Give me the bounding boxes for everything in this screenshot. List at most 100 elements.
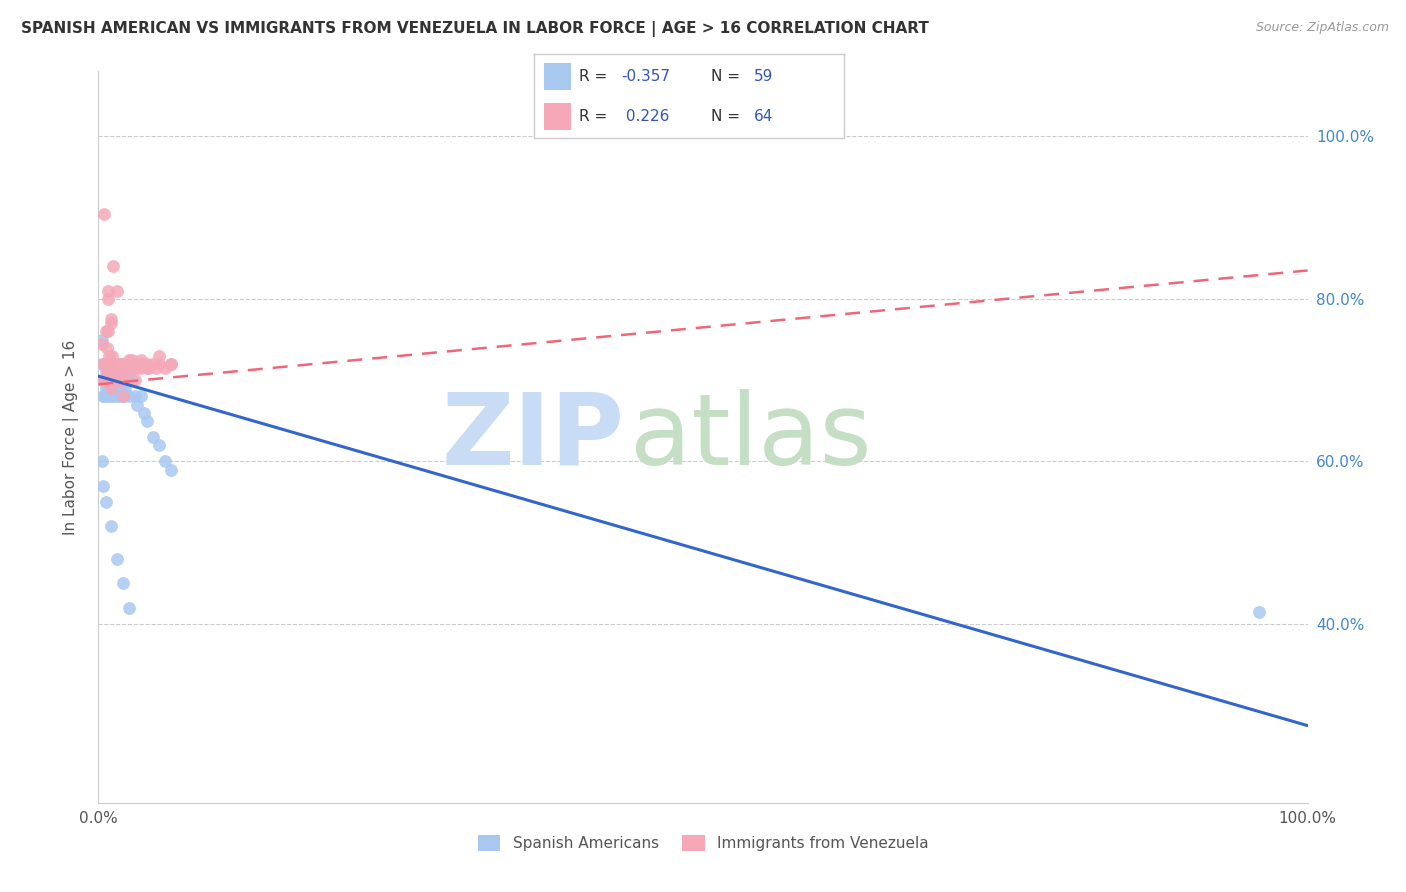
Point	[124, 373, 146, 387]
Point	[114, 365, 136, 379]
Point	[108, 373, 131, 387]
Point	[107, 365, 129, 379]
Point	[104, 365, 127, 379]
Point	[110, 381, 132, 395]
Point	[101, 260, 124, 274]
Text: ZIP: ZIP	[441, 389, 624, 485]
Point	[108, 357, 131, 371]
Point	[100, 373, 122, 387]
Point	[111, 357, 134, 371]
Point	[98, 357, 121, 371]
Point	[96, 389, 118, 403]
Point	[148, 357, 170, 371]
Point	[121, 352, 143, 367]
Point	[96, 357, 118, 371]
Point	[148, 438, 170, 452]
Point	[142, 430, 165, 444]
Point	[93, 357, 115, 371]
Point	[100, 381, 122, 395]
Point	[105, 365, 128, 379]
Point	[97, 365, 120, 379]
Point	[135, 361, 157, 376]
Point	[100, 357, 122, 371]
Point	[160, 357, 183, 371]
Text: 0.226: 0.226	[621, 109, 669, 124]
Point	[129, 389, 152, 403]
Point	[118, 352, 141, 367]
Point	[101, 357, 124, 371]
Point	[1249, 605, 1271, 619]
Point	[105, 389, 128, 403]
Point	[105, 373, 128, 387]
Point	[100, 519, 122, 533]
Point	[118, 365, 141, 379]
Point	[124, 389, 146, 403]
Point	[98, 373, 121, 387]
Text: Source: ZipAtlas.com: Source: ZipAtlas.com	[1256, 21, 1389, 34]
Point	[148, 349, 170, 363]
Point	[93, 389, 115, 403]
Y-axis label: In Labor Force | Age > 16: In Labor Force | Age > 16	[63, 340, 79, 534]
Point	[105, 552, 128, 566]
Point	[98, 373, 121, 387]
Point	[138, 361, 160, 376]
Point	[124, 361, 146, 376]
Point	[118, 357, 141, 371]
Point	[107, 373, 129, 387]
Point	[96, 365, 118, 379]
Point	[96, 373, 118, 387]
Text: N =: N =	[710, 109, 744, 124]
Point	[153, 361, 176, 376]
Legend: Spanish Americans, Immigrants from Venezuela: Spanish Americans, Immigrants from Venez…	[471, 830, 935, 857]
Point	[100, 389, 122, 403]
Point	[118, 600, 141, 615]
Point	[97, 284, 120, 298]
Point	[98, 389, 121, 403]
Point	[100, 373, 122, 387]
Text: R =: R =	[579, 69, 612, 84]
Point	[100, 365, 122, 379]
Point	[111, 373, 134, 387]
Text: 59: 59	[754, 69, 773, 84]
Point	[94, 325, 117, 339]
Point	[101, 365, 124, 379]
Point	[104, 357, 127, 371]
Point	[97, 381, 120, 395]
Point	[129, 361, 152, 376]
Point	[127, 398, 149, 412]
Point	[108, 373, 131, 387]
Point	[94, 381, 117, 395]
Point	[103, 357, 125, 371]
Point	[114, 381, 136, 395]
Point	[94, 357, 117, 371]
Point	[124, 357, 146, 371]
Point	[135, 357, 157, 371]
Point	[153, 454, 176, 468]
Point	[91, 373, 114, 387]
Text: -0.357: -0.357	[621, 69, 669, 84]
Point	[91, 357, 114, 371]
Point	[97, 325, 120, 339]
Point	[105, 361, 128, 376]
Point	[97, 292, 120, 306]
Point	[112, 389, 135, 403]
FancyBboxPatch shape	[544, 62, 571, 90]
Point	[97, 365, 120, 379]
Point	[105, 284, 128, 298]
Point	[107, 373, 129, 387]
Point	[101, 373, 124, 387]
Point	[145, 361, 167, 376]
Text: SPANISH AMERICAN VS IMMIGRANTS FROM VENEZUELA IN LABOR FORCE | AGE > 16 CORRELAT: SPANISH AMERICAN VS IMMIGRANTS FROM VENE…	[21, 21, 929, 37]
Point	[107, 381, 129, 395]
Point	[101, 389, 124, 403]
Point	[91, 336, 114, 351]
Text: 64: 64	[754, 109, 773, 124]
Point	[93, 373, 115, 387]
Point	[121, 373, 143, 387]
Text: N =: N =	[710, 69, 744, 84]
Point	[127, 361, 149, 376]
Point	[142, 357, 165, 371]
Point	[93, 373, 115, 387]
Point	[108, 373, 131, 387]
Point	[115, 373, 138, 387]
